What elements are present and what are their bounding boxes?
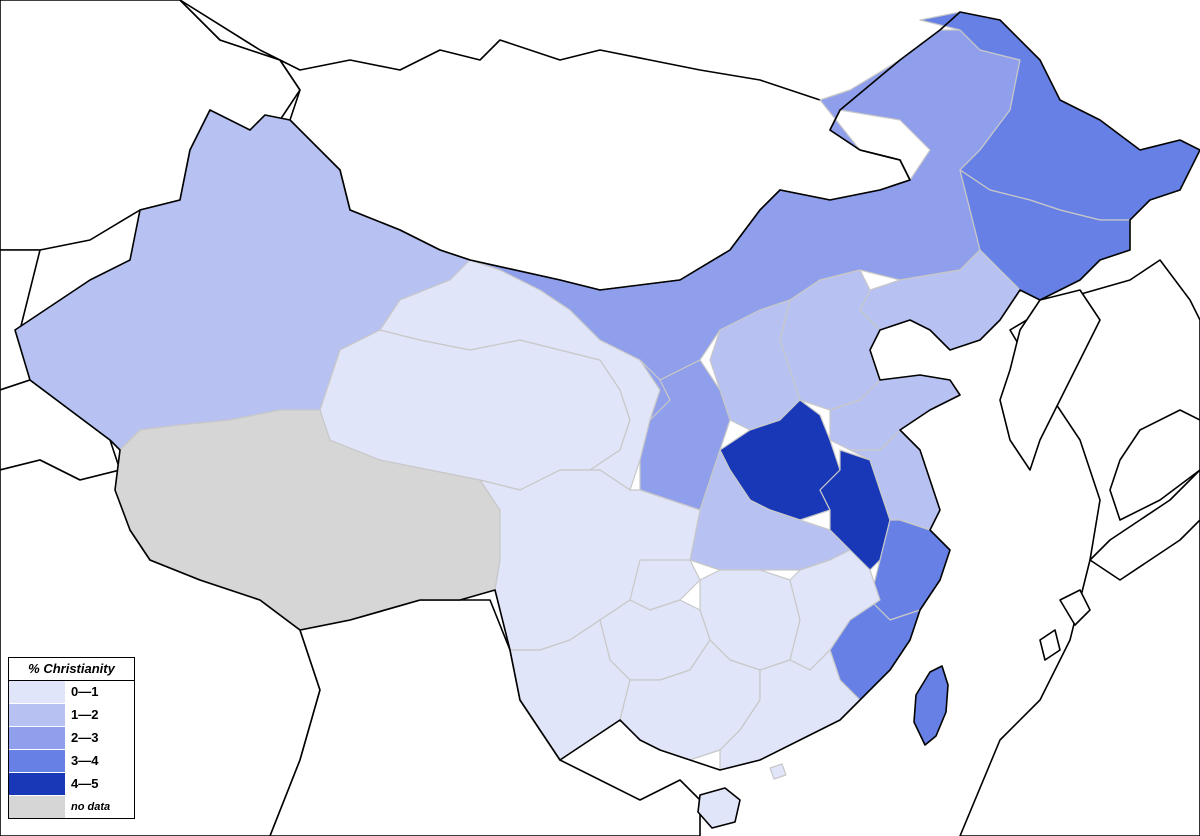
legend-row: 4—5 (9, 773, 134, 796)
legend-swatch (9, 773, 65, 795)
legend-row: 2—3 (9, 727, 134, 750)
legend-label: 3—4 (65, 750, 134, 772)
legend-swatch (9, 681, 65, 703)
legend-row: 3—4 (9, 750, 134, 773)
legend-label: 0—1 (65, 681, 134, 703)
legend-swatch (9, 750, 65, 772)
region-jiangxi (789, 549, 881, 671)
region-chongqing (629, 559, 701, 611)
china-border (14, 11, 1200, 771)
legend-title: % Christianity (9, 658, 134, 681)
legend-label: 1—2 (65, 704, 134, 726)
legend-label: no data (65, 796, 134, 818)
legend-swatch (9, 704, 65, 726)
legend-swatch (9, 727, 65, 749)
legend-label: 2—3 (65, 727, 134, 749)
china-provinces (14, 11, 1200, 829)
legend-row: 0—1 (9, 681, 134, 704)
japan-islands (1039, 469, 1200, 661)
legend-swatch (9, 796, 65, 818)
legend-label: 4—5 (65, 773, 134, 795)
region-hong-kong (769, 763, 787, 780)
legend-row: 1—2 (9, 704, 134, 727)
map-legend: % Christianity 0—1 1—2 2—3 3—4 4—5 no da… (8, 657, 135, 819)
legend-row: no data (9, 796, 134, 818)
